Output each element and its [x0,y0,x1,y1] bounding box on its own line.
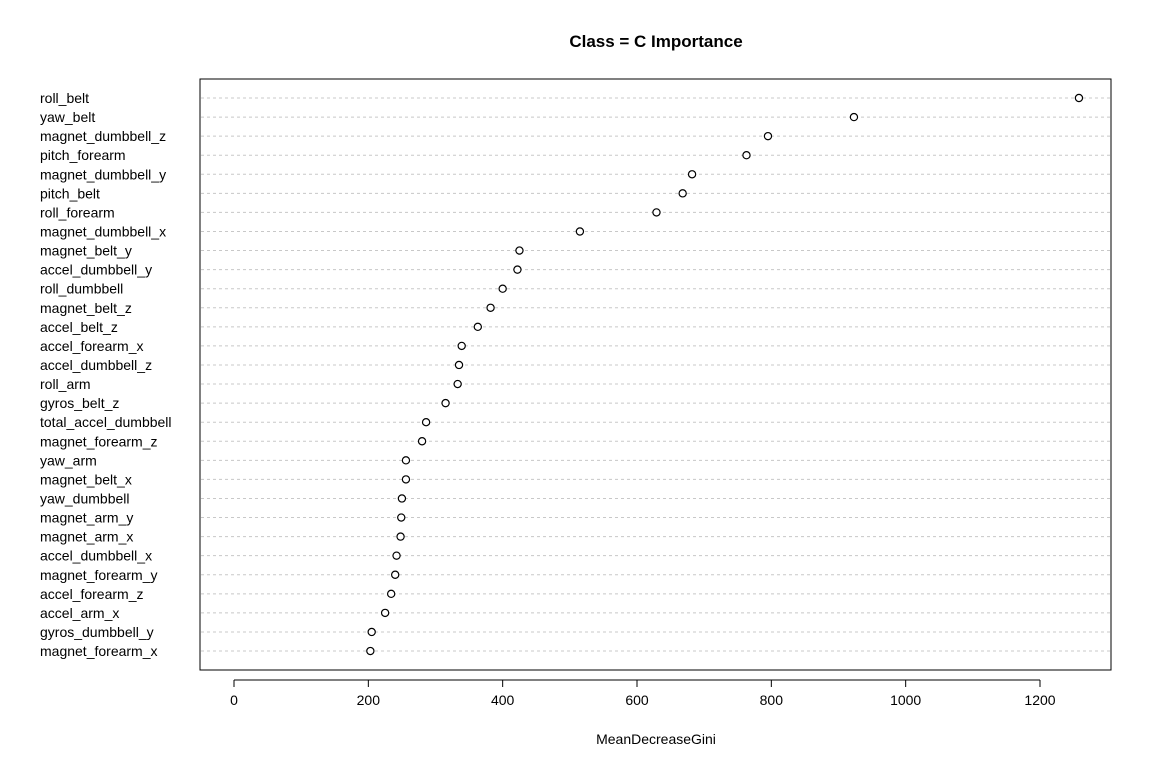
data-point [678,189,687,198]
category-labels: roll_belt yaw_belt magnet_dumbbell_z pitch_… [40,90,172,659]
data-point [763,131,773,141]
x-tick-label: 1200 [1024,692,1055,708]
data-point [652,208,661,217]
data-point [397,494,407,503]
data-point [1074,93,1084,103]
data-point [486,303,495,312]
category-label: magnet_dumbbell_z [40,128,166,144]
data-point [421,417,431,427]
x-tick-label: 200 [357,692,381,708]
category-label: roll_forearm [40,204,115,220]
category-label: magnet_arm_y [40,510,133,526]
data-point [380,608,390,618]
category-label: accel_belt_z [40,319,118,335]
data-point [473,322,483,332]
category-label: accel_forearm_x [40,338,144,354]
x-tick-label: 400 [491,692,515,708]
data-point [515,246,524,255]
chart-title: Class = C Importance [569,32,742,51]
category-label: pitch_belt [40,185,100,201]
category-label: magnet_forearm_y [40,567,158,583]
category-label: accel_dumbbell_z [40,357,152,373]
category-label: roll_arm [40,376,91,392]
data-point [498,284,507,293]
category-label: roll_dumbbell [40,281,123,297]
data-point [513,265,522,274]
data-point [366,646,375,656]
category-label: yaw_arm [40,452,97,468]
category-label: magnet_arm_x [40,529,133,545]
x-axis-label: MeanDecreaseGini [596,731,716,747]
x-tick-label: 0 [230,692,238,708]
data-point [441,398,450,408]
category-label: total_accel_dumbbell [40,414,172,430]
data-point [401,456,411,465]
category-label: magnet_dumbbell_y [40,166,166,182]
guide-lines [201,97,1110,652]
category-label: accel_forearm_z [40,586,144,602]
data-point [391,570,400,579]
data-point [386,589,396,599]
category-label: gyros_dumbbell_y [40,624,154,640]
data-point [687,170,697,179]
data-point [397,513,406,522]
category-label: yaw_dumbbell [40,490,130,506]
data-point [454,360,464,370]
category-label: magnet_belt_y [40,243,132,259]
data-point [742,151,751,160]
category-label: roll_belt [40,90,89,106]
x-tick-label: 600 [625,692,649,708]
data-point [849,112,859,122]
category-label: magnet_dumbbell_x [40,223,166,239]
x-tick-label: 800 [760,692,784,708]
category-label: yaw_belt [40,109,95,125]
data-point [417,437,427,446]
category-label: magnet_forearm_x [40,643,158,659]
x-tick-label: 1000 [890,692,921,708]
category-label: gyros_belt_z [40,395,119,411]
x-axis: 0 200 400 600 800 1000 1200 [230,679,1056,708]
data-point [401,475,411,484]
category-label: magnet_forearm_z [40,433,158,449]
category-label: pitch_forearm [40,147,126,163]
category-label: accel_arm_x [40,605,119,621]
data-point [367,627,376,637]
data-point [453,379,462,389]
data-point [396,532,405,541]
data-points [366,93,1084,656]
plot-frame [199,78,1112,671]
data-point [575,227,585,236]
category-label: magnet_belt_z [40,300,132,316]
category-label: accel_dumbbell_x [40,548,152,564]
category-label: magnet_belt_x [40,471,132,487]
category-label: accel_dumbbell_y [40,262,152,278]
data-point [392,551,401,560]
data-point [457,341,466,351]
